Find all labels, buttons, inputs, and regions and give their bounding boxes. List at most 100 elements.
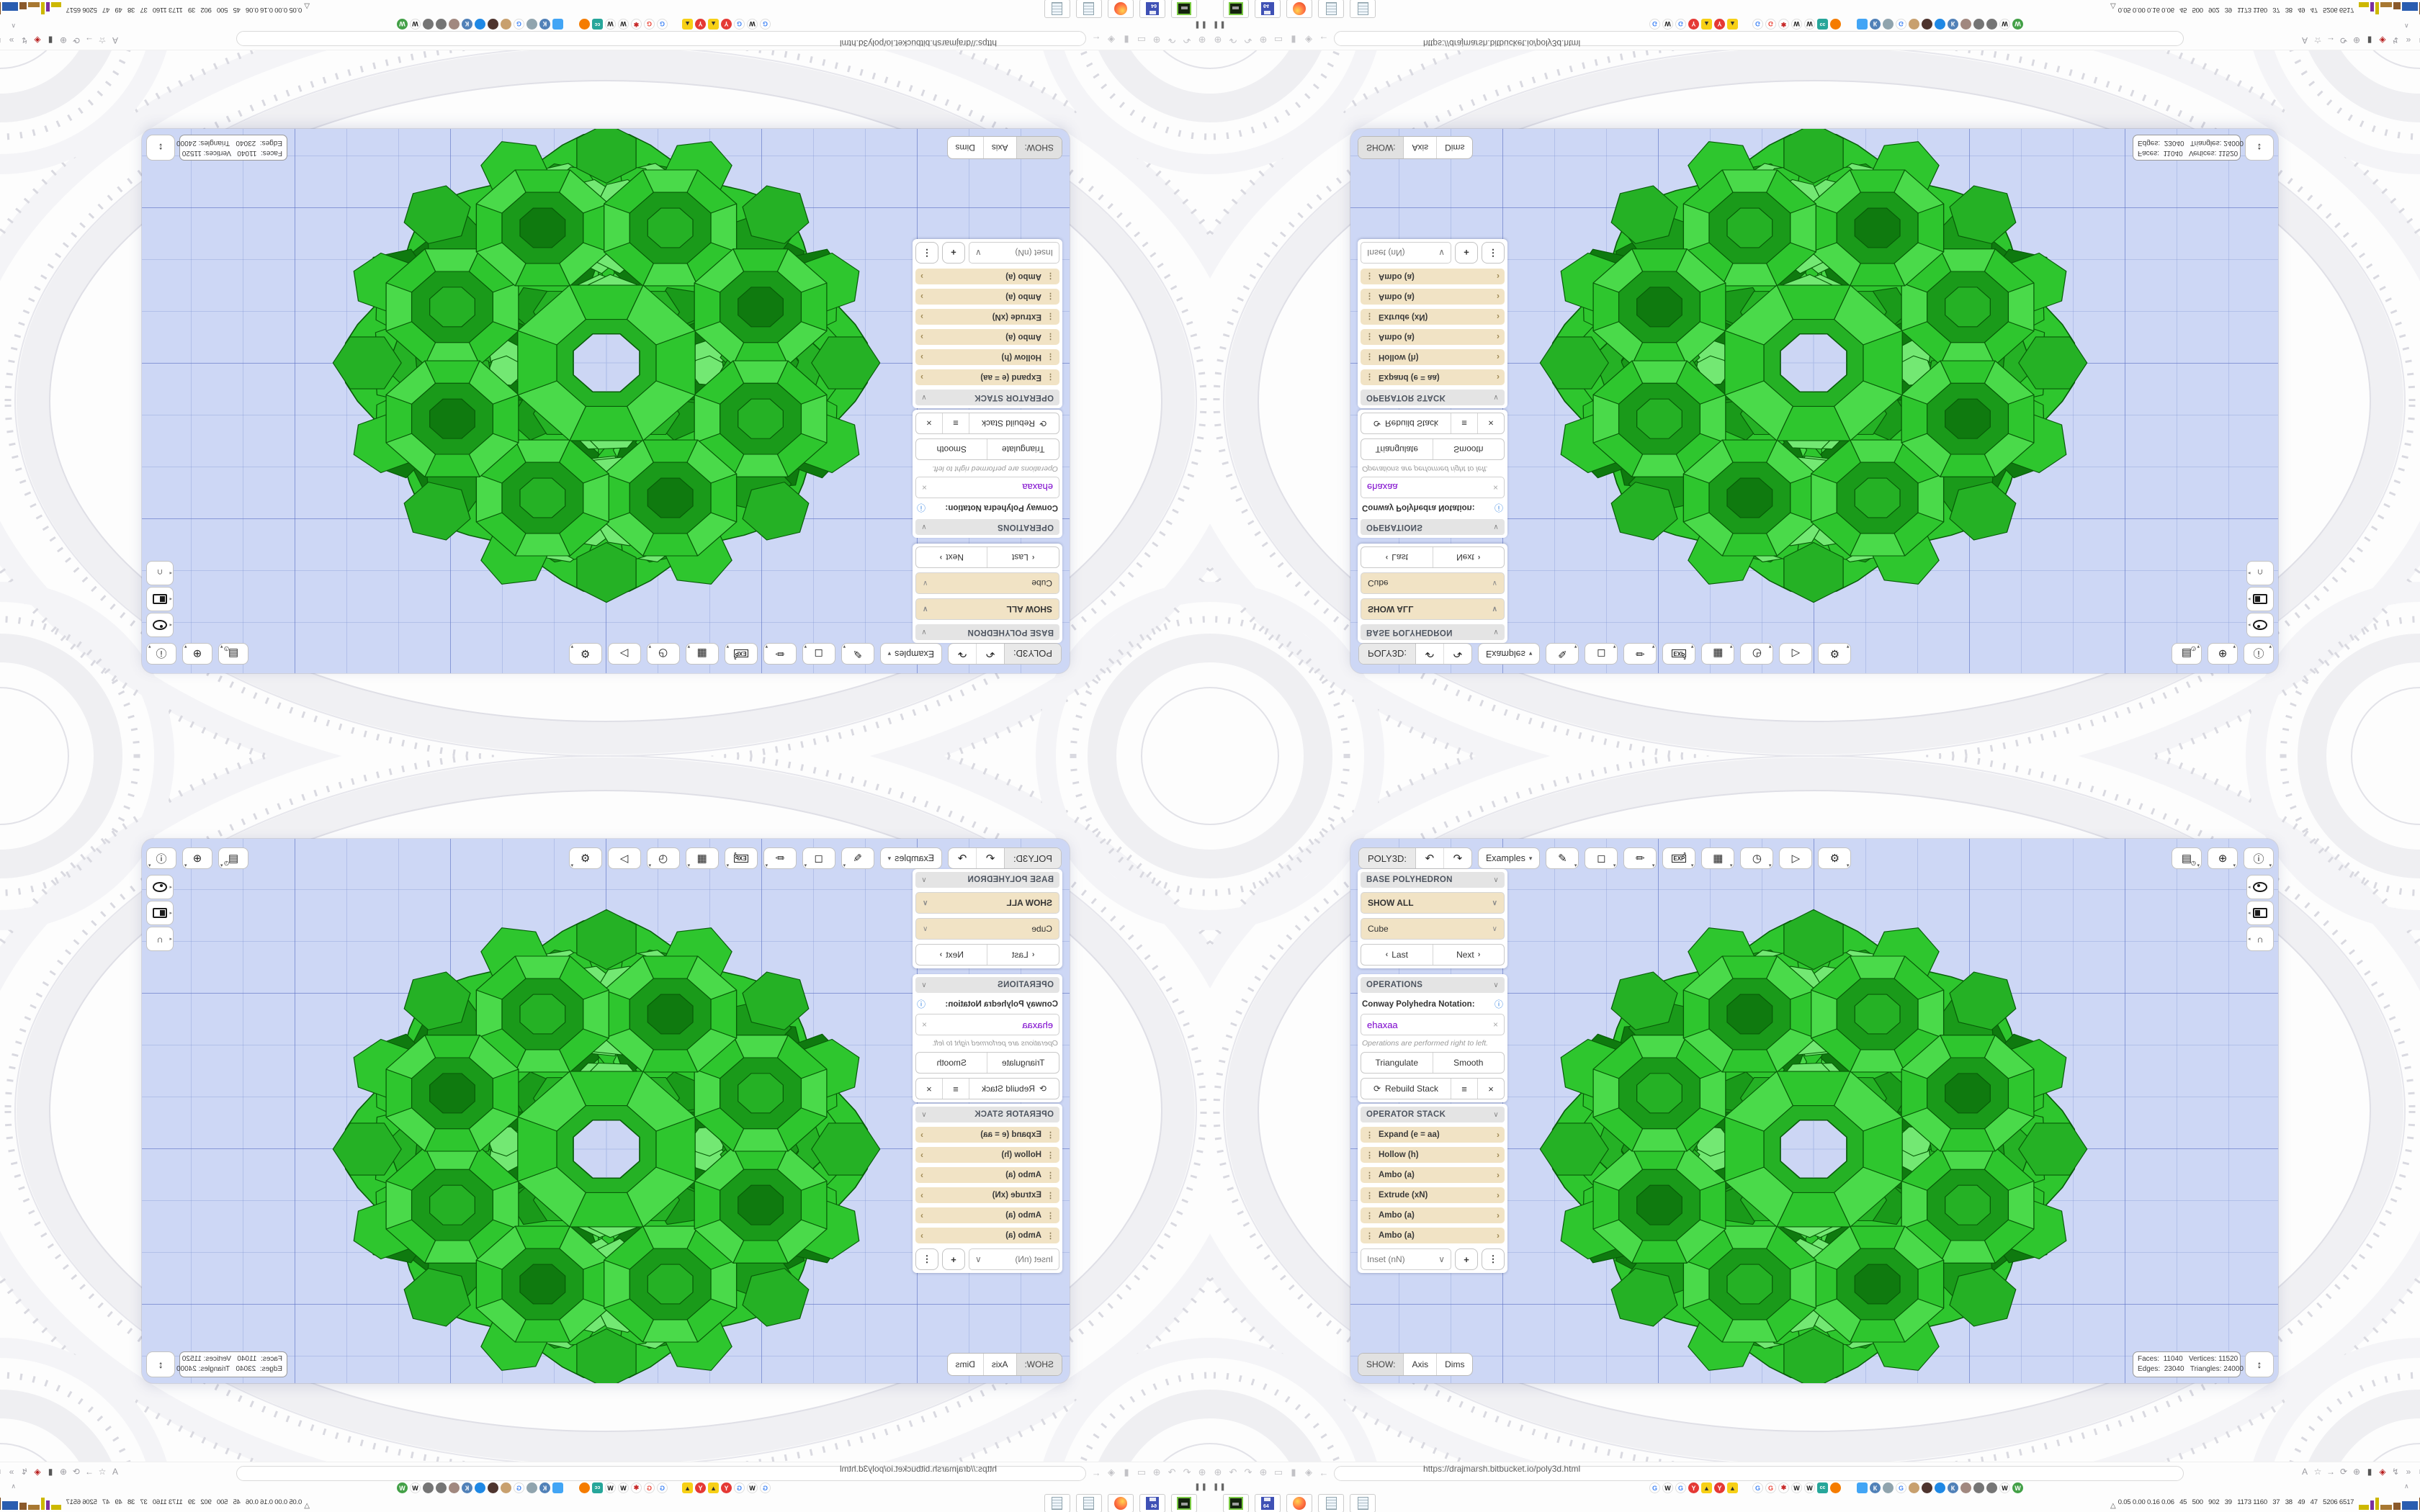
report-clock-button[interactable]: ▤ ◷ ▾ — [2172, 847, 2202, 869]
poly3d-window[interactable]: POLY3D: ↶ ↷ Examples ▾ ✎ ▾ ◻ ▾ ✏ ▾ EXP ↗ ▾ ▦ ▾ ◷ ▾ ▷ ⚙… — [142, 129, 1070, 673]
operator-stack-item[interactable]: ⋮ Hollow (h) › — [1361, 349, 1505, 365]
settings-button[interactable]: ⚙ ▾ — [1818, 847, 1852, 869]
nav-icon[interactable]: ↷ — [1244, 1467, 1252, 1477]
info-icon[interactable]: ⓘ — [1494, 503, 1503, 513]
stack-list-button[interactable]: ≡ — [1451, 413, 1478, 433]
notepad-launcher[interactable] — [1318, 1494, 1344, 1512]
timer-button[interactable]: ◷ ▾ — [1740, 847, 1774, 869]
info-icon[interactable]: ⓘ — [1494, 999, 1503, 1009]
bookmark-favicon[interactable]: G — [1675, 19, 1686, 30]
bookmark-favicon[interactable] — [1922, 1482, 1932, 1493]
nav-icon[interactable]: ⟳ — [2339, 1467, 2348, 1477]
notation-input[interactable]: ehaxaa × — [1361, 477, 1505, 498]
operator-select[interactable]: Inset (nN) ∨ — [1361, 242, 1451, 264]
bookmark-favicon[interactable]: К — [462, 19, 472, 30]
bookmark-favicon[interactable]: ✱ — [1778, 1482, 1789, 1493]
nav-icon[interactable]: ⟳ — [72, 35, 81, 45]
smooth-button[interactable]: Smooth — [916, 439, 987, 459]
wireframe-edit-button[interactable]: ✏ ▾ — [763, 643, 797, 665]
fit-view-button[interactable]: ↕ — [146, 1351, 175, 1377]
globe-button[interactable]: ⊕ ▾ — [182, 643, 212, 665]
undo-button[interactable]: ↶ — [976, 644, 1005, 664]
next-button[interactable]: Next › — [1433, 945, 1505, 965]
bookmark-favicon[interactable]: ▲ — [1701, 19, 1712, 30]
bookmark-favicon[interactable]: W — [1999, 1482, 2010, 1493]
bookmark-favicon[interactable]: ▲ — [1727, 19, 1738, 30]
nav-icon[interactable]: ⊕ — [59, 1467, 68, 1477]
stack-list-button[interactable]: ≡ — [942, 413, 969, 433]
firefox-launcher[interactable] — [1286, 0, 1312, 18]
info-button[interactable]: ⓘ ▾ — [146, 643, 176, 665]
bookmark-favicon[interactable]: G — [1896, 1482, 1906, 1493]
nav-icon[interactable]: ← — [1091, 34, 1101, 45]
visibility-button[interactable]: ◂ — [2246, 613, 2274, 637]
bookmark-favicon[interactable] — [579, 19, 590, 30]
nav-icon[interactable]: ▮ — [1124, 1467, 1129, 1477]
redo-button[interactable]: ↷ — [1453, 852, 1463, 865]
solid-view-button[interactable]: ◻ ▾ — [802, 643, 835, 665]
nav-icon[interactable]: ▮ — [48, 35, 53, 45]
bookmark-favicon[interactable]: Y — [721, 19, 732, 30]
axis-toggle-button[interactable]: Axis — [1404, 1354, 1438, 1375]
info-button[interactable]: ⓘ ▾ — [2244, 847, 2274, 869]
operations-header[interactable]: OPERATIONS ∨ — [915, 977, 1059, 993]
drag-handle-icon[interactable]: ⋮ — [1366, 332, 1373, 341]
notation-input[interactable]: ehaxaa × — [915, 477, 1059, 498]
nav-icon[interactable]: ↯ — [2391, 1467, 2400, 1477]
bookmark-favicon[interactable]: W — [397, 1482, 408, 1493]
nav-icon[interactable]: ▭ — [1137, 35, 1147, 45]
undo-button[interactable]: ↶ — [1415, 644, 1444, 664]
drag-handle-icon[interactable]: ⋮ — [1047, 1151, 1054, 1160]
next-button[interactable]: Next › — [916, 945, 987, 965]
add-operator-button[interactable]: + — [942, 242, 965, 264]
clear-icon[interactable]: × — [1492, 1020, 1498, 1030]
bookmark-favicon[interactable]: W — [410, 1482, 421, 1493]
operator-menu-button[interactable]: ⋮ — [915, 242, 938, 264]
bookmark-favicon[interactable]: W — [618, 19, 629, 30]
nav-icon[interactable]: » — [9, 1467, 14, 1477]
axis-toggle-button[interactable]: Axis — [1404, 137, 1438, 158]
category-select[interactable]: SHOW ALL ∨ — [915, 892, 1059, 914]
info-button[interactable]: ⓘ ▾ — [146, 847, 176, 869]
collapse-caret-icon[interactable]: ∧ — [11, 22, 16, 30]
globe-button[interactable]: ⊕ ▾ — [2208, 643, 2238, 665]
nav-icon[interactable]: ◈ — [1108, 35, 1115, 45]
axis-toggle-button[interactable]: Axis — [982, 1354, 1016, 1375]
last-button[interactable]: ‹ Last — [1361, 547, 1433, 567]
clear-icon[interactable]: × — [922, 1020, 928, 1030]
firefox-launcher[interactable] — [1286, 1494, 1312, 1512]
bookmark-favicon[interactable]: G — [514, 1482, 524, 1493]
bookmark-favicon[interactable]: Y — [695, 19, 706, 30]
operator-stack-item[interactable]: ⋮ Ambo (a) › — [1361, 289, 1505, 305]
bookmark-favicon[interactable] — [552, 1482, 563, 1493]
nav-icon[interactable]: → — [85, 1467, 94, 1477]
bookmark-favicon[interactable]: W — [1804, 1482, 1815, 1493]
nav-icon[interactable]: ⊕ — [1259, 1467, 1268, 1477]
nav-icon[interactable]: ← — [1319, 34, 1329, 45]
floppy-64-launcher[interactable] — [1255, 1494, 1281, 1512]
dark-disk-launcher[interactable] — [1223, 0, 1249, 18]
drag-handle-icon[interactable]: ⋮ — [1366, 352, 1373, 361]
bookmark-favicon[interactable]: W — [618, 1482, 629, 1493]
redo-button[interactable]: ↷ — [1453, 647, 1463, 660]
examples-dropdown[interactable]: Examples ▾ — [879, 847, 943, 869]
firefox-launcher[interactable] — [1108, 1494, 1134, 1512]
wireframe-edit-button[interactable]: ✏ ▾ — [1623, 643, 1657, 665]
nav-icon[interactable]: A — [2301, 35, 2308, 45]
operator-stack-item[interactable]: ⋮ Ambo (a) › — [915, 1228, 1059, 1243]
drag-handle-icon[interactable]: ⋮ — [1047, 352, 1054, 361]
bookmark-favicon[interactable]: G — [1675, 1482, 1686, 1493]
rebuild-stack-button[interactable]: ⟳ Rebuild Stack — [969, 1079, 1059, 1099]
report-clock-button[interactable]: ▤ ◷ ▾ — [2172, 643, 2202, 665]
clear-stack-button[interactable]: × — [1478, 413, 1504, 433]
notation-input[interactable]: ehaxaa × — [1361, 1014, 1505, 1035]
notepad-launcher[interactable] — [1076, 1494, 1102, 1512]
undo-button[interactable]: ↶ — [1416, 848, 1444, 868]
bookmark-favicon[interactable] — [436, 19, 447, 30]
nav-icon[interactable]: A — [2301, 1467, 2308, 1477]
data-table-button[interactable]: ▦ ▾ — [685, 643, 719, 665]
drag-handle-icon[interactable]: ⋮ — [1047, 292, 1054, 301]
drag-handle-icon[interactable]: ⋮ — [1366, 372, 1373, 382]
nav-icon[interactable]: ☆ — [2313, 1467, 2322, 1477]
nav-icon[interactable]: ↷ — [1244, 35, 1252, 45]
